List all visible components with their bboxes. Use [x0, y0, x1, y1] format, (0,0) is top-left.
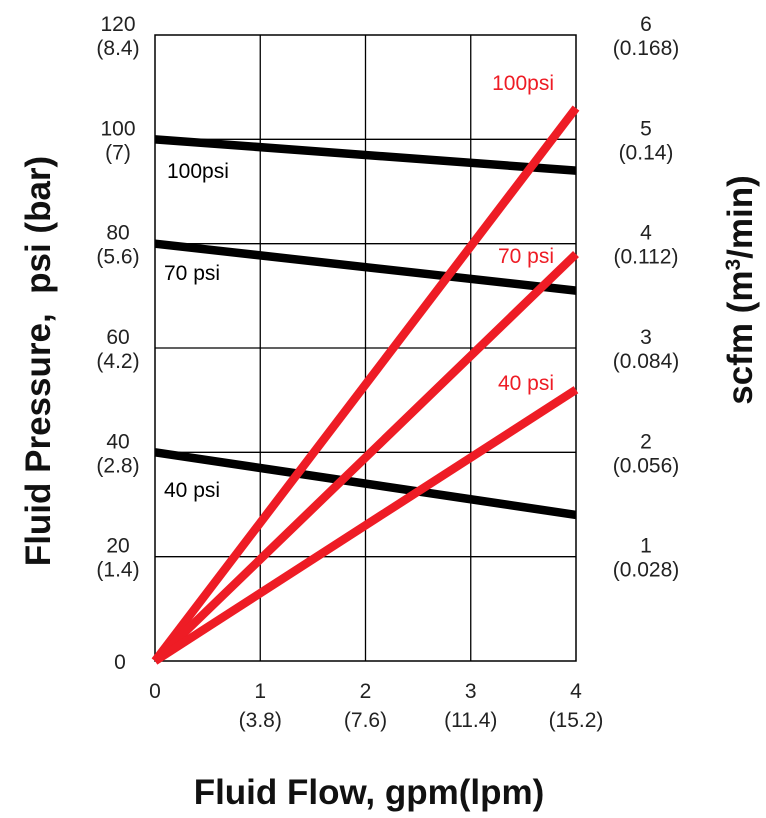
y2-tick-label: 5: [640, 117, 652, 140]
plot-frame: [154, 34, 577, 662]
series-line-right-5: [152, 386, 579, 665]
y-axis-title: Fluid Pressure, psi (bar): [19, 156, 58, 566]
x-tick-label: 2: [360, 680, 372, 703]
grid: [155, 35, 576, 661]
series-label-left-0: 100psi: [167, 160, 229, 183]
series-labels: 100psi 70 psi 40 psi 100psi 70 psi 40 psi: [164, 72, 554, 502]
y-tick-label: 100: [100, 117, 135, 140]
y-tick-label: 40: [106, 430, 129, 453]
series-label-right-3: 100psi: [492, 72, 554, 95]
x-tick-sublabel: (15.2): [549, 709, 604, 732]
y-tick-label: 80: [106, 222, 129, 245]
y-tick-sublabel: (8.4): [96, 37, 139, 60]
y2-axis-title-suffix: /min): [721, 175, 760, 259]
x-tick-label: 1: [254, 680, 266, 703]
tick-labels: 020(1.4)40(2.8)60(4.2)80(5.6)100(7)120(8…: [96, 13, 679, 732]
series-line-right-3: [151, 105, 580, 664]
y2-tick-sublabel: (0.14): [619, 141, 674, 164]
y2-axis-title: scfm (m3/min): [721, 175, 760, 405]
x-tick-sublabel: (11.4): [444, 709, 497, 732]
y2-tick-label: 2: [640, 430, 652, 453]
series-label-left-1: 70 psi: [164, 262, 220, 285]
series-line-left-0: [154, 135, 577, 175]
y2-tick-label: 1: [640, 535, 652, 558]
y2-axis-title-sup: 3: [722, 259, 745, 271]
x-tick-sublabel: (7.6): [344, 709, 387, 732]
y-tick-label: 20: [106, 535, 129, 558]
y2-tick-sublabel: (0.056): [613, 454, 680, 477]
y-tick-sublabel: (7): [105, 141, 131, 164]
series-lines: [151, 105, 580, 665]
x-tick-sublabel: (3.8): [239, 709, 282, 732]
y2-tick-sublabel: (0.028): [613, 559, 680, 582]
x-tick-label: 3: [465, 680, 477, 703]
y2-tick-sublabel: (0.084): [613, 350, 680, 373]
y-tick-label: 60: [106, 326, 129, 349]
series-label-right-4: 70 psi: [498, 245, 554, 268]
plot-border: [154, 34, 577, 662]
y-tick-sublabel: (2.8): [96, 454, 139, 477]
series-label-left-2: 40 psi: [164, 479, 220, 502]
x-tick-label: 4: [570, 680, 582, 703]
y2-axis-title-prefix: scfm (m: [721, 271, 760, 405]
series-label-right-5: 40 psi: [498, 372, 554, 395]
y-tick-sublabel: (5.6): [96, 246, 139, 269]
x-tick-label: 0: [149, 680, 161, 703]
series-line-left-1: [154, 239, 577, 295]
y2-tick-label: 4: [640, 222, 652, 245]
x-axis-title: Fluid Flow, gpm(lpm): [194, 773, 545, 812]
y-tick-label: 0: [114, 651, 126, 674]
y-tick-sublabel: (4.2): [96, 350, 139, 373]
series-line-left-2: [154, 448, 577, 520]
y2-tick-sublabel: (0.168): [613, 37, 680, 60]
y2-tick-sublabel: (0.112): [614, 246, 679, 269]
y2-tick-label: 6: [640, 13, 652, 36]
y2-tick-label: 3: [640, 326, 652, 349]
series-line-right-4: [152, 251, 579, 665]
y-tick-sublabel: (1.4): [96, 559, 139, 582]
y-tick-label: 120: [100, 13, 135, 36]
